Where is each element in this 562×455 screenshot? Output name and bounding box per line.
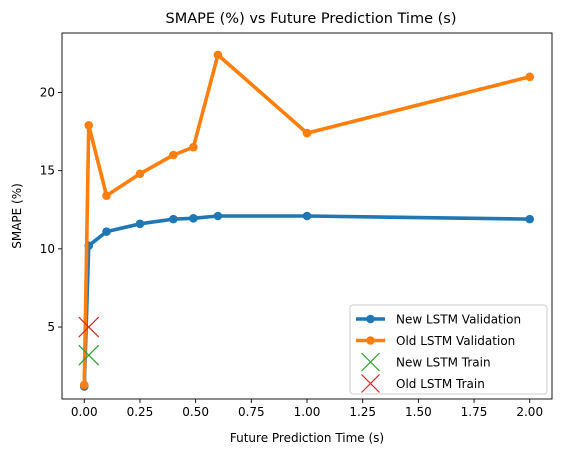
x-tick-label: 0.50 [182, 405, 209, 419]
y-tick-label: 10 [40, 242, 55, 256]
old-lstm-validation-point [79, 380, 89, 390]
legend-new-lstm-validation-point [366, 314, 375, 324]
x-tick-label: 1.00 [294, 405, 321, 419]
chart-title: SMAPE (%) vs Future Prediction Time (s) [166, 11, 457, 27]
new-lstm-validation-point [302, 211, 312, 221]
legend-old-lstm-train-marker [361, 374, 380, 393]
legend-label: New LSTM Train [396, 355, 491, 369]
series-layer [78, 50, 535, 391]
new-lstm-validation-point [525, 214, 535, 224]
old-lstm-validation-point [135, 169, 145, 179]
legend-label: New LSTM Validation [396, 312, 521, 326]
old-lstm-validation-point [84, 120, 94, 130]
legend-old-lstm-validation-point [366, 336, 375, 345]
old-lstm-validation-point [102, 191, 111, 200]
new-lstm-train-marker [78, 344, 100, 366]
x-tick-label: 1.50 [405, 405, 432, 419]
new-lstm-validation-point [169, 214, 178, 224]
new-lstm-validation-point [102, 227, 111, 236]
new-lstm-train-marker-stroke [78, 344, 100, 366]
x-axis-label: Future Prediction Time (s) [230, 431, 384, 445]
x-tick-label: 1.75 [461, 405, 488, 419]
new-lstm-validation-point [135, 219, 145, 229]
old-lstm-train-marker-stroke [78, 316, 100, 338]
legend-label: Old LSTM Validation [396, 334, 515, 348]
new-lstm-validation-point [189, 214, 198, 223]
legend-label: Old LSTM Train [396, 377, 485, 391]
old-lstm-validation-point [189, 142, 198, 152]
x-tick-label: 1.25 [349, 405, 376, 419]
y-tick-label: 5 [47, 320, 55, 334]
x-tick-label: 0.25 [127, 405, 154, 419]
legend-frame [349, 304, 548, 395]
old-lstm-validation-point [213, 50, 223, 60]
legend-new-lstm-train-marker [361, 352, 380, 372]
y-axis: 5 10 15 20 [40, 85, 62, 334]
new-lstm-validation-point [213, 211, 223, 221]
old-lstm-train-marker [78, 316, 100, 338]
old-lstm-validation-point [525, 72, 535, 82]
old-lstm-validation-point [169, 150, 178, 160]
y-tick-label: 15 [40, 164, 55, 178]
old-lstm-validation-point [302, 128, 312, 138]
y-axis-label: SMAPE (%) [10, 183, 24, 249]
x-axis: 0.00 0.25 0.50 0.75 1.00 1.25 1.50 1.75 2.00 [71, 399, 543, 419]
x-tick-label: 0.75 [238, 405, 265, 419]
x-tick-label: 0.00 [71, 405, 98, 419]
legend: New LSTM Validation Old LSTM Validation Ne… [349, 304, 548, 395]
y-tick-label: 20 [40, 85, 55, 99]
x-tick-label: 2.00 [516, 405, 543, 419]
